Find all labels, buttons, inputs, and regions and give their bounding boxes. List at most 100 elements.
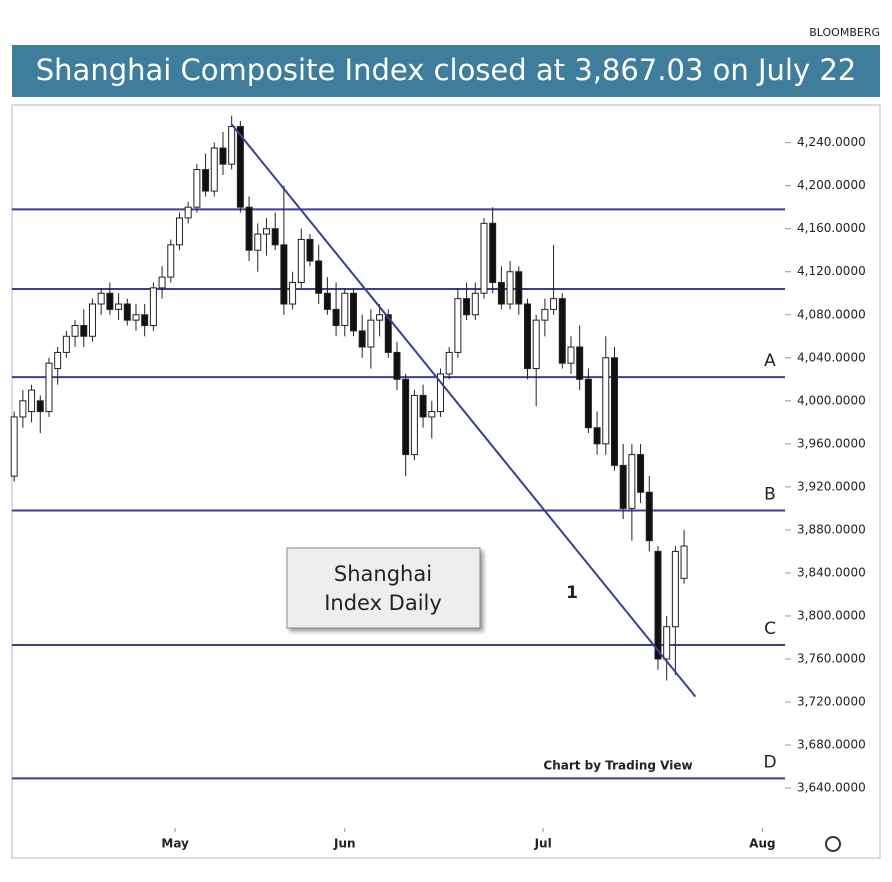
candle-body	[567, 346, 575, 364]
candle-body	[228, 126, 236, 165]
candle-body	[610, 357, 618, 466]
y-tick-label: 4,160.0000	[797, 221, 866, 235]
candle-body	[584, 378, 592, 429]
candle-body	[367, 319, 375, 348]
candle-body	[289, 281, 297, 305]
candle-body	[332, 308, 340, 327]
chart-title: Shanghai Composite Index closed at 3,867…	[36, 53, 856, 87]
candle-body	[341, 292, 349, 327]
y-tick-label: 4,120.0000	[797, 264, 866, 278]
candle-body	[19, 400, 27, 418]
candle-body	[523, 303, 531, 370]
candle-body	[175, 217, 183, 246]
candle-body	[236, 126, 244, 208]
candle-body	[619, 464, 627, 509]
candle-body	[158, 276, 166, 289]
candle-body	[358, 330, 366, 348]
level-label: B	[764, 485, 776, 505]
y-tick-label: 4,080.0000	[797, 307, 866, 321]
x-tick-label: Jul	[534, 837, 552, 851]
candle-body	[349, 292, 357, 332]
candle-body	[506, 271, 514, 305]
candle-body	[184, 206, 192, 219]
candle-body	[315, 260, 323, 294]
candle-body	[410, 394, 418, 456]
candle-body	[602, 357, 610, 445]
y-tick-label: 3,680.0000	[797, 738, 866, 752]
candle-body	[393, 351, 401, 380]
level-label: D	[763, 752, 776, 772]
candle-body	[193, 169, 201, 208]
candle-body	[297, 238, 305, 283]
trendline	[230, 123, 697, 698]
candle-body	[245, 206, 253, 251]
candle-body	[645, 491, 653, 542]
candle-body	[541, 308, 549, 321]
candle-body	[323, 292, 331, 310]
annotation: 1	[566, 583, 578, 603]
candle-body	[515, 271, 523, 305]
candle-body	[428, 411, 436, 418]
candle-body	[576, 346, 584, 380]
candle-body	[376, 314, 384, 321]
candle-body	[10, 416, 18, 477]
annotation: Shanghai	[334, 562, 432, 586]
plot-frame	[11, 104, 881, 859]
candle-body	[445, 351, 453, 375]
candle-body	[463, 298, 471, 316]
y-tick-label: 4,040.0000	[797, 350, 866, 364]
y-tick-label: 4,240.0000	[797, 135, 866, 149]
y-tick-label: 3,880.0000	[797, 522, 866, 536]
y-tick-label: 3,960.0000	[797, 436, 866, 450]
level-label: C	[764, 619, 776, 639]
y-tick-label: 3,800.0000	[797, 608, 866, 622]
candle-body	[202, 169, 210, 192]
x-tick-label: May	[161, 837, 189, 851]
y-tick-label: 4,200.0000	[797, 178, 866, 192]
candle-body	[671, 550, 679, 628]
candle-body	[593, 427, 601, 445]
candle-body	[45, 362, 53, 413]
x-tick-label: Aug	[749, 837, 775, 851]
candle-body	[637, 454, 645, 493]
candle-body	[254, 233, 262, 251]
candle-body	[28, 389, 36, 413]
level-label: A	[764, 351, 776, 371]
candle-body	[106, 292, 114, 310]
candle-body	[219, 147, 227, 165]
candle-body	[628, 454, 636, 509]
settings-icon[interactable]	[825, 836, 841, 852]
y-tick-label: 3,840.0000	[797, 565, 866, 579]
candle-body	[558, 298, 566, 364]
candle-body	[62, 335, 70, 353]
candle-body	[80, 325, 88, 337]
y-tick-label: 3,720.0000	[797, 695, 866, 709]
title-bar	[12, 45, 880, 97]
candle-body	[384, 314, 392, 353]
candle-body	[132, 314, 140, 321]
candle-body	[88, 303, 96, 337]
candle-body	[654, 550, 662, 660]
candle-body	[454, 298, 462, 353]
candle-body	[489, 222, 497, 283]
candle-body	[663, 626, 671, 660]
candle-body	[141, 314, 149, 327]
candle-body	[167, 244, 175, 278]
candle-body	[123, 303, 131, 321]
candle-body	[471, 292, 479, 316]
y-tick-label: 3,640.0000	[797, 781, 866, 795]
candle-body	[210, 147, 218, 192]
candle-body	[271, 228, 279, 246]
candle-body	[550, 298, 558, 310]
source: BLOOMBERG	[809, 26, 880, 39]
candle-body	[36, 400, 44, 413]
y-tick-label: 3,920.0000	[797, 479, 866, 493]
x-tick-label: Jun	[333, 837, 356, 851]
annotation: Index Daily	[324, 591, 442, 615]
candle-body	[532, 319, 540, 370]
candle-body	[402, 378, 410, 456]
annotation: Chart by Trading View	[543, 759, 692, 773]
candle-body	[480, 222, 488, 294]
candle-body	[436, 373, 444, 413]
